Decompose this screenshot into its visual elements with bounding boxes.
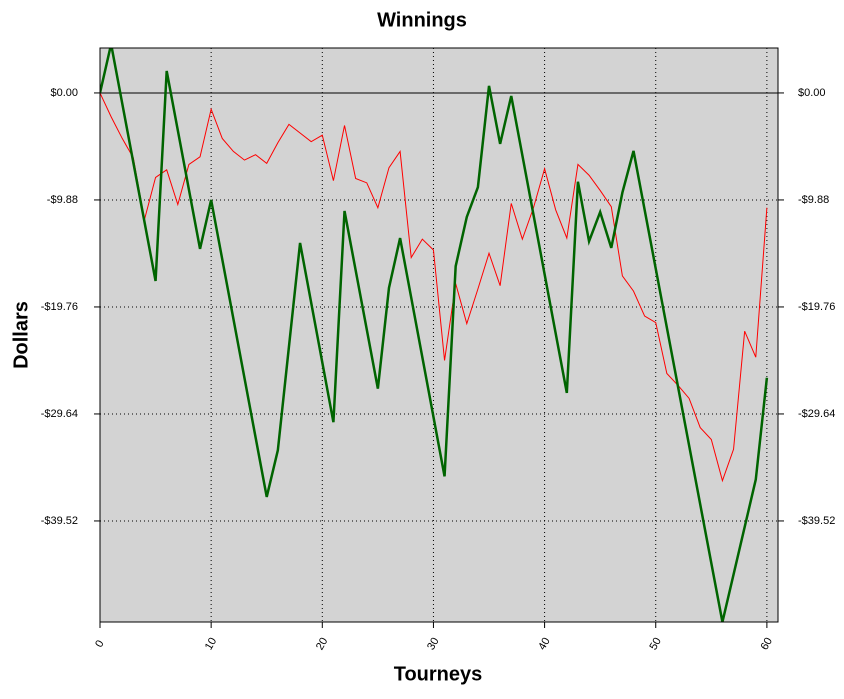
x-tick-label: 50 — [647, 636, 664, 653]
y-tick-label: -$39.52 — [41, 515, 78, 527]
x-tick-label: 30 — [425, 636, 442, 653]
y-tick-label: -$9.88 — [47, 194, 78, 206]
plot-background — [100, 48, 778, 622]
y2-tick-label: -$39.52 — [798, 515, 835, 527]
y-tick-label: -$29.64 — [41, 408, 78, 420]
y2-tick-label: -$19.76 — [798, 301, 835, 313]
plot-frame — [99, 47, 779, 623]
x-tick-label: 60 — [759, 636, 776, 653]
x-tick-label: 20 — [314, 636, 331, 653]
y-tick-label: $0.00 — [50, 87, 78, 99]
y-tick-label: -$19.76 — [41, 301, 78, 313]
y-axis-label: Dollars — [10, 301, 32, 369]
chart-title: Winnings — [377, 9, 467, 31]
y2-tick-label: -$9.88 — [798, 194, 829, 206]
x-tick-label: 10 — [203, 636, 220, 653]
x-tick-label: 40 — [536, 636, 553, 653]
x-axis-label: Tourneys — [394, 663, 483, 685]
y2-tick-label: $0.00 — [798, 87, 826, 99]
y2-tick-label: -$29.64 — [798, 408, 835, 420]
series-line — [100, 92, 768, 483]
x-tick-label: 0 — [93, 638, 106, 649]
series-line — [100, 48, 769, 622]
